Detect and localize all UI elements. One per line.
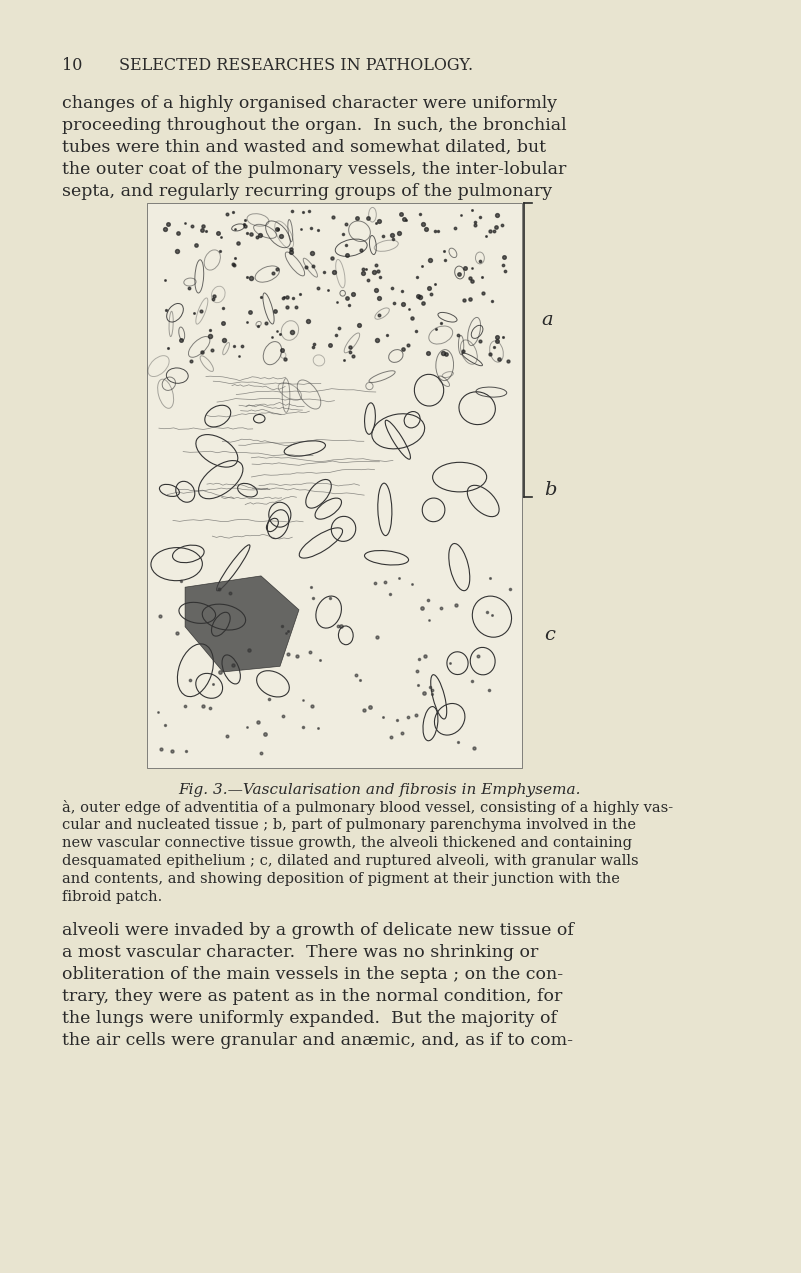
Bar [147,202,522,768]
Text: the outer coat of the pulmonary vessels, the inter-lobular: the outer coat of the pulmonary vessels,… [62,160,566,178]
Text: the air cells were granular and anæmic, and, as if to com-: the air cells were granular and anæmic, … [62,1032,573,1049]
Text: a: a [541,311,553,328]
Text: tubes were thin and wasted and somewhat dilated, but: tubes were thin and wasted and somewhat … [62,139,545,157]
Text: Fig. 3.—Vascularisation and fibrosis in Emphysema.: Fig. 3.—Vascularisation and fibrosis in … [179,783,581,797]
Text: trary, they were as patent as in the normal condition, for: trary, they were as patent as in the nor… [62,988,562,1004]
Text: SELECTED RESEARCHES IN PATHOLOGY.: SELECTED RESEARCHES IN PATHOLOGY. [119,57,473,74]
Text: 10: 10 [62,57,82,74]
Text: the lungs were uniformly expanded.  But the majority of: the lungs were uniformly expanded. But t… [62,1009,557,1027]
Text: fibroid patch.: fibroid patch. [62,890,162,904]
Text: à, outer edge of adventitia of a pulmonary blood vessel, consisting of a highly : à, outer edge of adventitia of a pulmona… [62,799,673,815]
Text: changes of a highly organised character were uniformly: changes of a highly organised character … [62,95,557,112]
Text: b: b [544,481,557,499]
Text: proceeding throughout the organ.  In such, the bronchial: proceeding throughout the organ. In such… [62,117,566,134]
Text: new vascular connective tissue growth, the alveoli thickened and containing: new vascular connective tissue growth, t… [62,836,632,850]
Text: c: c [544,626,555,644]
Text: septa, and regularly recurring groups of the pulmonary: septa, and regularly recurring groups of… [62,183,552,200]
Text: alveoli were invaded by a growth of delicate new tissue of: alveoli were invaded by a growth of deli… [62,922,574,939]
Text: and contents, and showing deposition of pigment at their junction with the: and contents, and showing deposition of … [62,872,619,886]
Text: desquamated epithelium ; c, dilated and ruptured alveoli, with granular walls: desquamated epithelium ; c, dilated and … [62,854,638,868]
Text: cular and nucleated tissue ; b, part of pulmonary parenchyma involved in the: cular and nucleated tissue ; b, part of … [62,819,636,833]
Text: a most vascular character.  There was no shrinking or: a most vascular character. There was no … [62,945,538,961]
Polygon shape [185,575,299,672]
Text: obliteration of the main vessels in the septa ; on the con-: obliteration of the main vessels in the … [62,966,563,983]
